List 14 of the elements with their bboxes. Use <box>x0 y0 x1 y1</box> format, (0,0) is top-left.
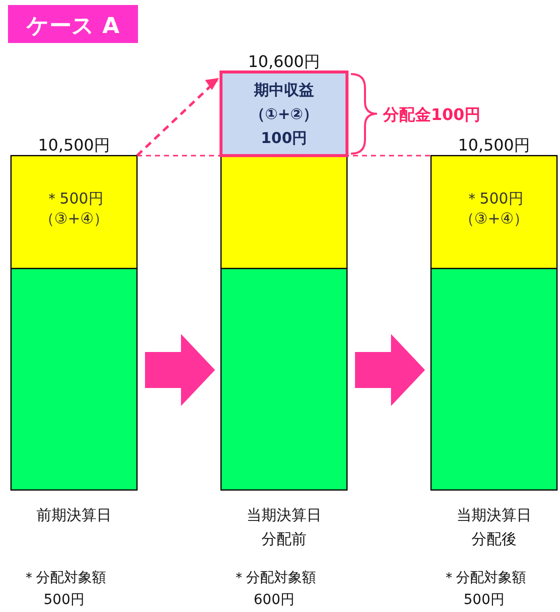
annotation: 10,600円 <box>248 52 320 71</box>
text: ＊分配対象額 500円 <box>22 570 106 608</box>
annotation: 10,500円 <box>38 136 110 155</box>
x-tick-label: 当期決算日分配後 <box>456 506 532 548</box>
chart-title: ケース A <box>26 14 120 39</box>
annotation: 10,500円 <box>458 136 530 155</box>
text: ＊分配対象額 600円 <box>232 570 316 608</box>
text: ＊分配対象額 500円 <box>442 570 526 608</box>
annotation: ＊500円（③+④） <box>459 190 529 228</box>
annotation: 期中収益（①+②）100円 <box>250 80 318 147</box>
x-tick-label: 当期決算日分配前 <box>246 506 322 548</box>
annotation: 分配金100円 <box>382 104 480 124</box>
x-tick-label: 前期決算日 <box>36 506 112 524</box>
annotation: ＊500円（③+④） <box>39 190 109 228</box>
